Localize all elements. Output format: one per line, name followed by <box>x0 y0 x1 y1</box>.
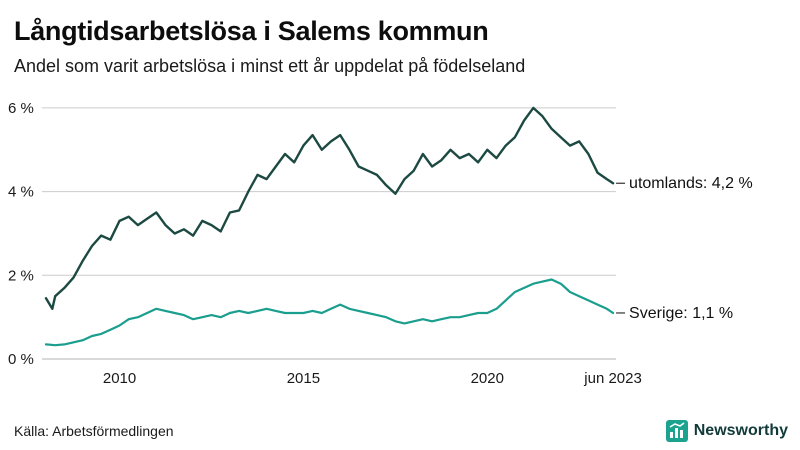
x-tick-label: 2015 <box>287 370 320 387</box>
series-line-utomlands <box>44 106 615 310</box>
chart-title: Långtidsarbetslösa i Salems kommun <box>14 16 489 46</box>
newsworthy-brand: Newsworthy <box>665 420 788 442</box>
x-tick-label: jun 2023 <box>583 370 642 387</box>
y-tick-label: 6 % <box>8 100 34 117</box>
bar-chart-logo-icon <box>665 420 688 442</box>
source-credit: Källa: Arbetsförmedlingen <box>14 423 174 439</box>
series-end-label-utomlands: utomlands: 4,2 % <box>629 175 753 192</box>
series-end-label-Sverige: Sverige: 1,1 % <box>629 305 733 322</box>
footer: Källa: Arbetsförmedlingen Newsworthy <box>0 420 800 442</box>
brand-name: Newsworthy <box>693 422 788 439</box>
y-tick-label: 0 % <box>8 351 34 368</box>
line-chart: 0 % 2 % 4 % 6 % 2010 2015 2020 jun 2023 utomland… <box>8 100 753 387</box>
x-tick-label: 2010 <box>103 370 136 387</box>
y-tick-label: 4 % <box>8 184 34 201</box>
x-tick-label: 2020 <box>471 370 504 387</box>
y-tick-label: 2 % <box>8 267 34 284</box>
chart-subtitle: Andel som varit arbetslösa i minst ett å… <box>14 56 526 76</box>
series-line-Sverige <box>44 278 615 347</box>
